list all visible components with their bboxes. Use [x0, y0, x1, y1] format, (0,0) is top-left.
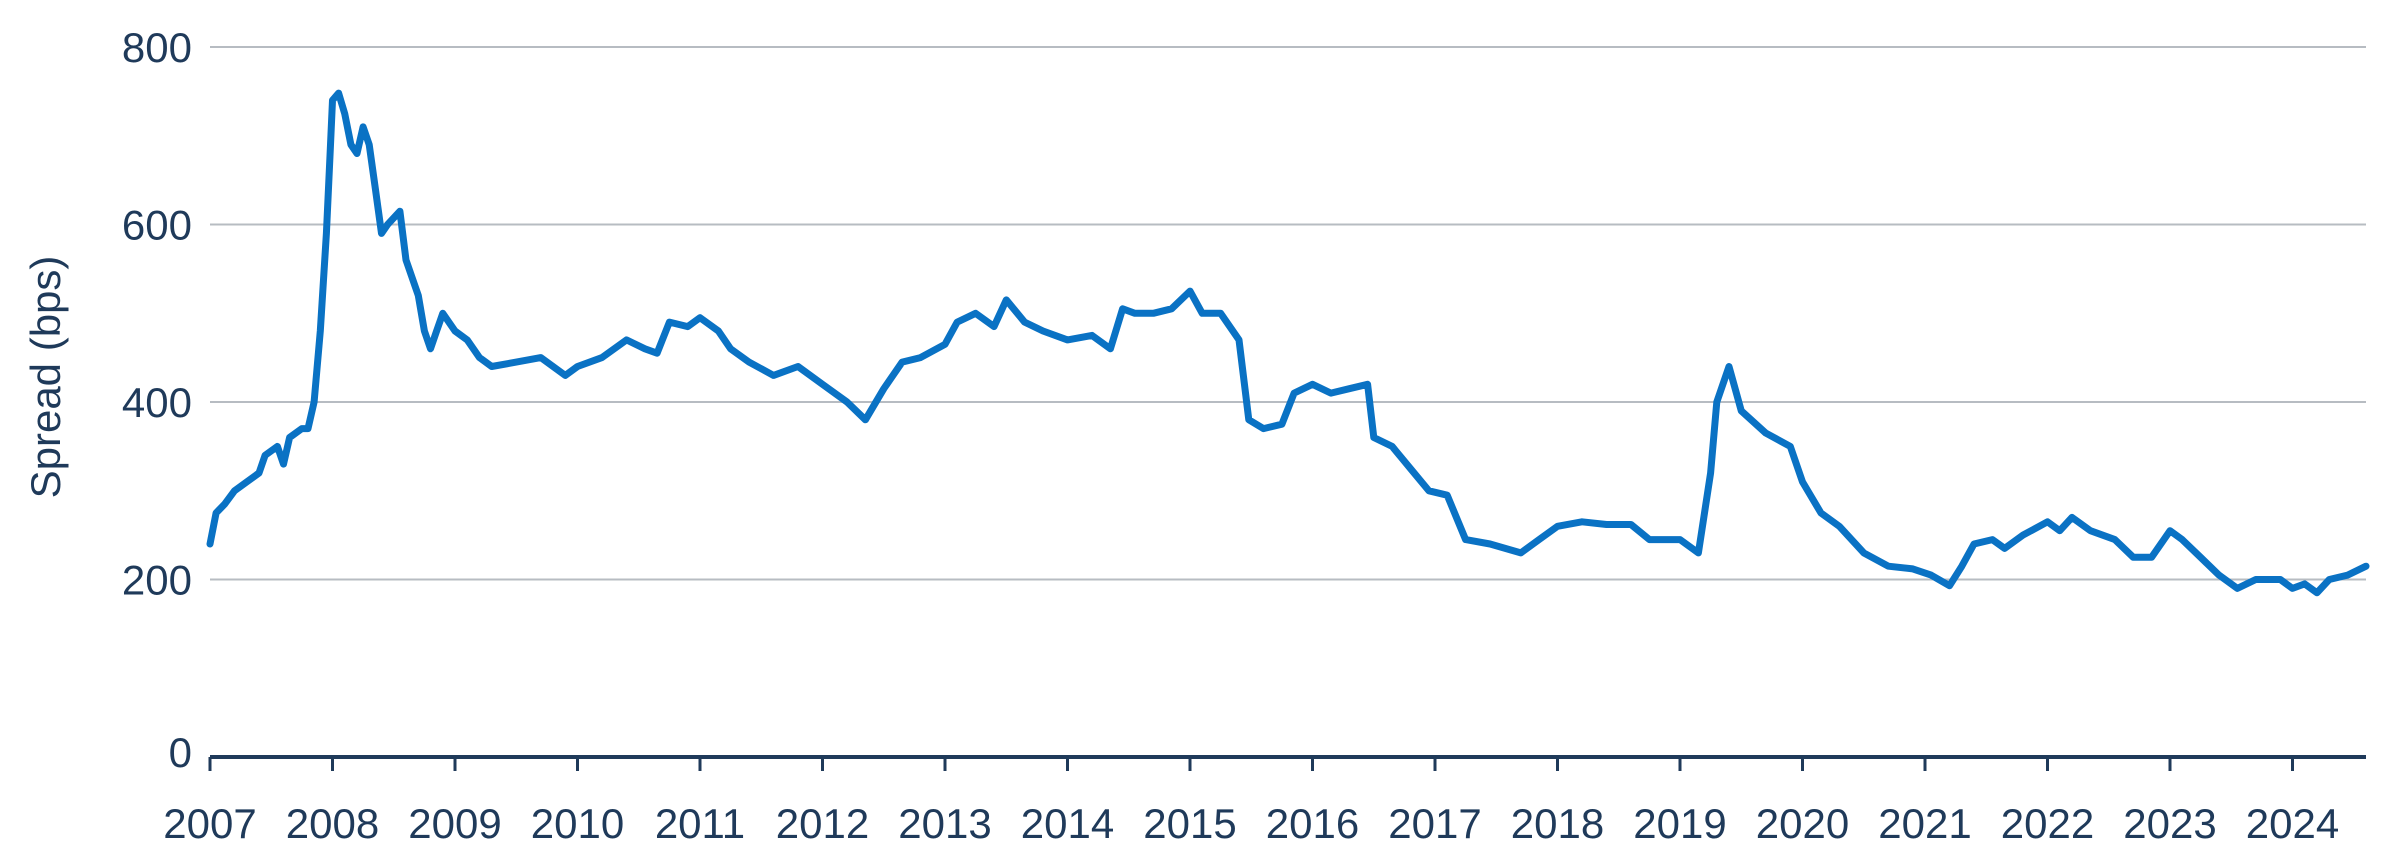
y-tick-labels: 0 200 400 600 800: [122, 24, 192, 776]
gridlines: [210, 46, 2366, 581]
x-tick-label: 2010: [531, 800, 624, 847]
x-tick-label: 2019: [1633, 800, 1726, 847]
x-tick-label: 2021: [1878, 800, 1971, 847]
x-tick-label: 2008: [286, 800, 379, 847]
x-tick-label: 2013: [898, 800, 991, 847]
x-tick-label: 2024: [2246, 800, 2339, 847]
x-tick-label: 2017: [1388, 800, 1481, 847]
x-tick-label: 2012: [776, 800, 869, 847]
y-tick-label: 0: [169, 729, 192, 776]
y-tick-label: 400: [122, 379, 192, 426]
x-tick-label: 2022: [2001, 800, 2094, 847]
y-tick-label: 200: [122, 557, 192, 604]
y-tick-label: 800: [122, 24, 192, 71]
x-tick-label: 2014: [1021, 800, 1114, 847]
y-tick-label: 600: [122, 202, 192, 249]
x-tick-label: 2018: [1511, 800, 1604, 847]
x-tick-label: 2020: [1756, 800, 1849, 847]
x-tick-label: 2007: [163, 800, 256, 847]
x-tick-label: 2023: [2123, 800, 2216, 847]
x-tick-label: 2011: [655, 800, 745, 847]
x-tick-label: 2015: [1143, 800, 1236, 847]
y-axis-title: Spread (bps): [22, 256, 69, 499]
x-tick-label: 2016: [1266, 800, 1359, 847]
x-ticks: 2007 2008 2009 2010 2011 2012 2013 2014 2015 2016…: [163, 757, 2339, 847]
spread-series-line: [206, 89, 2370, 597]
x-tick-label: 2009: [408, 800, 501, 847]
